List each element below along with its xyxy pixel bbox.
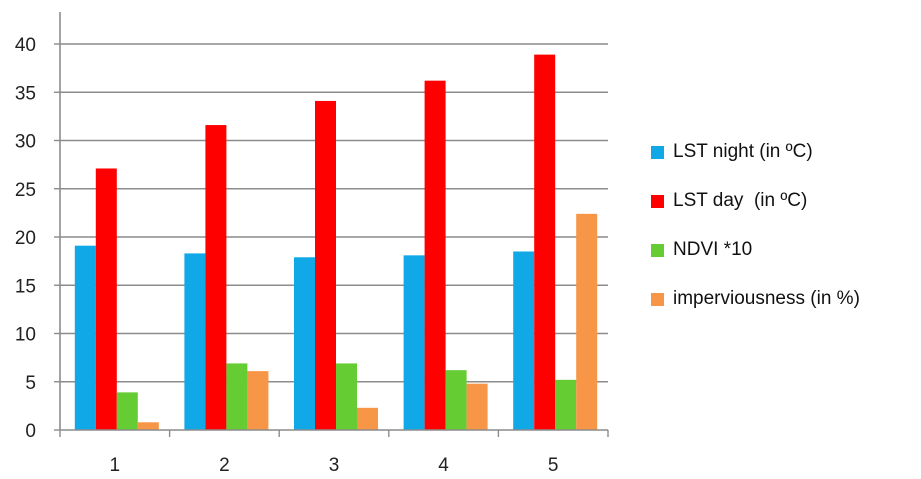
y-tick-label: 40 xyxy=(15,35,36,56)
y-tick-labels: 0 5 10 15 20 25 30 35 40 xyxy=(15,35,36,442)
bar xyxy=(315,100,336,430)
legend-swatch xyxy=(651,292,664,306)
bar xyxy=(294,257,315,430)
bar xyxy=(205,125,227,430)
bar xyxy=(336,363,357,430)
bar xyxy=(116,392,138,430)
y-tick-label: 30 xyxy=(15,132,36,153)
bar xyxy=(74,245,96,430)
x-tick-label: 1 xyxy=(110,455,121,476)
legend-swatch xyxy=(651,145,664,159)
bar xyxy=(184,253,206,430)
x-tick-label: 5 xyxy=(548,455,559,476)
bar xyxy=(137,422,159,430)
bar xyxy=(95,168,117,431)
y-tick-label: 0 xyxy=(25,421,36,442)
y-tick-label: 25 xyxy=(15,180,36,201)
bar xyxy=(424,80,446,431)
bar xyxy=(576,213,598,430)
bars xyxy=(74,54,598,431)
y-tick-label: 5 xyxy=(25,373,36,394)
legend-label: LST night (in ºC) xyxy=(673,141,813,162)
legend-label: NDVI *10 xyxy=(673,239,753,260)
y-tick-label: 20 xyxy=(15,228,36,249)
bar xyxy=(445,370,467,430)
y-tick-label: 10 xyxy=(15,325,36,346)
legend-item-ndvi: NDVI *10 xyxy=(651,238,921,262)
x-tick-label: 4 xyxy=(438,455,449,476)
bar xyxy=(513,251,535,430)
y-tick-label: 15 xyxy=(15,276,36,297)
x-tick-label: 3 xyxy=(329,455,340,476)
legend-item-imperviousness: imperviousness (in %) xyxy=(651,287,921,311)
bar xyxy=(555,379,577,430)
bar xyxy=(466,383,488,430)
bar xyxy=(247,371,269,430)
y-tick-label: 35 xyxy=(15,83,36,104)
legend-swatch xyxy=(651,243,664,257)
bar xyxy=(534,54,556,431)
bar xyxy=(357,407,378,430)
bar xyxy=(226,363,248,430)
legend: LST night (in ºC) LST day (in ºC) NDVI *… xyxy=(651,140,921,336)
axes xyxy=(54,12,609,437)
legend-label: LST day (in ºC) xyxy=(673,190,808,211)
bar xyxy=(403,255,425,430)
legend-item-lst-day: LST day (in ºC) xyxy=(651,189,921,213)
legend-label: imperviousness (in %) xyxy=(673,288,860,309)
legend-swatch xyxy=(651,194,664,208)
x-tick-label: 2 xyxy=(219,455,230,476)
legend-item-lst-night: LST night (in ºC) xyxy=(651,140,921,164)
x-tick-labels: 1 2 3 4 5 xyxy=(110,455,559,476)
